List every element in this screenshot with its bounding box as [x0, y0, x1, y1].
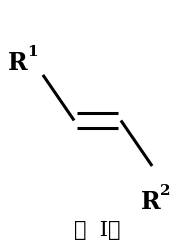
Text: 式  I。: 式 I。 [74, 220, 121, 239]
Text: R: R [8, 51, 27, 75]
Text: R: R [140, 190, 160, 213]
Text: 2: 2 [160, 183, 170, 197]
Text: 1: 1 [27, 45, 38, 59]
